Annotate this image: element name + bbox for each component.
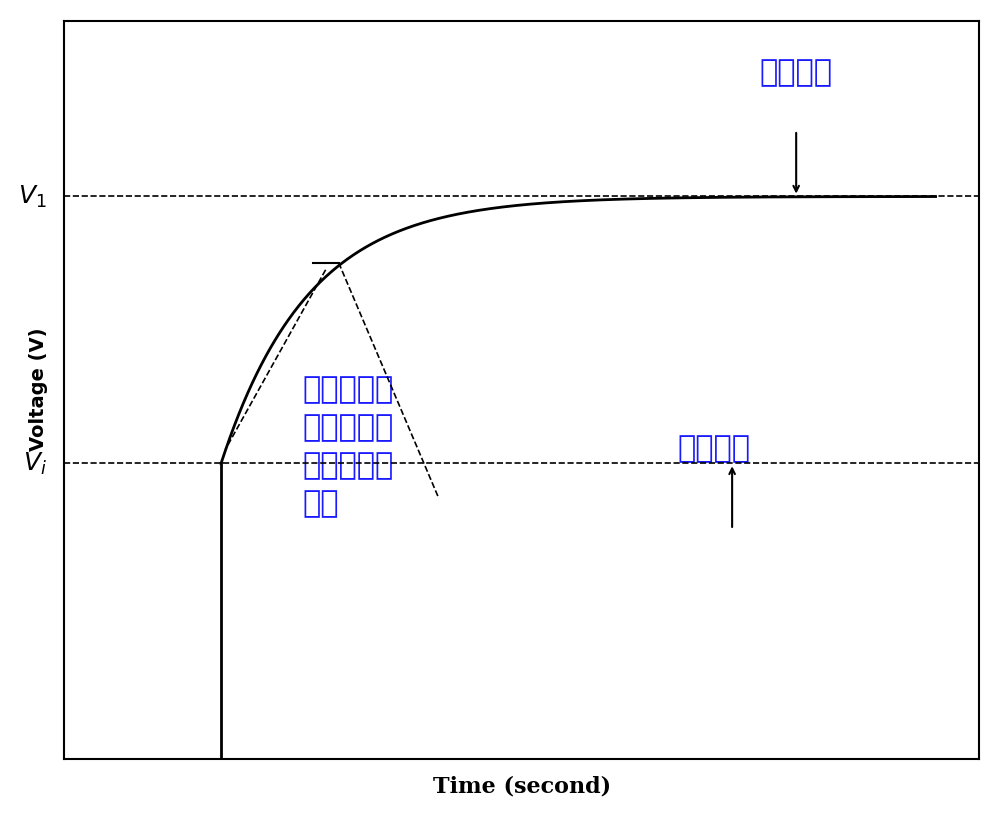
Text: $V_1$: $V_1$ bbox=[18, 183, 47, 209]
Y-axis label: Voltage (V): Voltage (V) bbox=[29, 328, 48, 452]
Text: $V_i$: $V_i$ bbox=[23, 451, 47, 477]
Text: 稳态电压: 稳态电压 bbox=[760, 58, 833, 87]
Text: 初始电压: 初始电压 bbox=[677, 434, 750, 463]
Text: 瞬态过程可
用于确定样
品的热扩散
系数: 瞬态过程可 用于确定样 品的热扩散 系数 bbox=[302, 375, 393, 519]
X-axis label: Time (second): Time (second) bbox=[433, 775, 611, 798]
